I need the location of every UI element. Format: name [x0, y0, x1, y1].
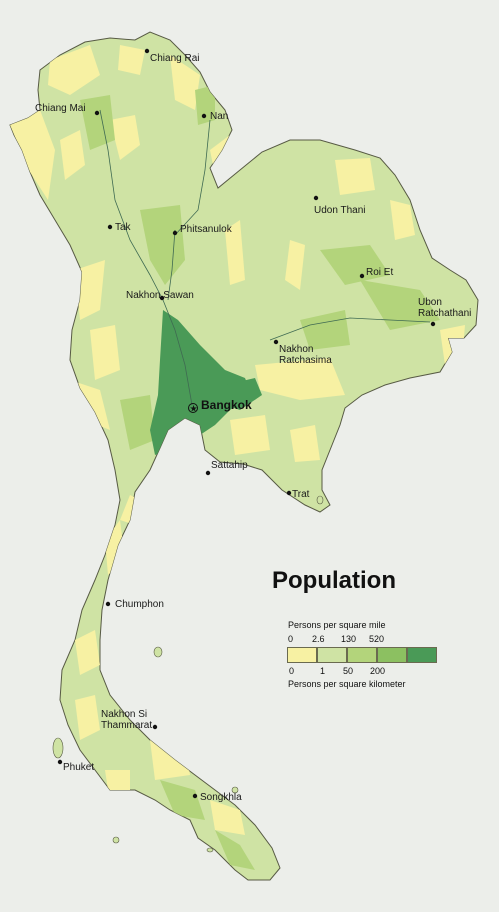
city-chiang-rai: Chiang Rai [144, 48, 199, 64]
city-label: Songkhla [200, 792, 242, 803]
legend-swatch [317, 647, 347, 663]
capital-star-icon: ★ [190, 405, 198, 415]
legend-scale [287, 647, 437, 663]
city-label: Tak [115, 222, 132, 233]
rivers [99, 109, 431, 406]
high-density-zone [150, 310, 252, 455]
capital-label: Bangkok [201, 398, 252, 412]
legend-swatch [407, 647, 437, 663]
city-udon-thani: Udon Thani [313, 195, 366, 216]
city-phitsanulok: Phitsanulok [172, 224, 233, 236]
city-nan: Nan [201, 111, 228, 122]
city-songkhla: Songkhla [192, 792, 242, 803]
mile-tick: 520 [369, 634, 385, 644]
city-nakhon-si-thammarat: Nakhon Si Thammarat [101, 709, 158, 731]
city-label: Chumphon [115, 599, 164, 610]
legend-swatch [287, 647, 317, 663]
city-label: Udon Thani [314, 205, 366, 216]
city-label: Chiang Mai [35, 103, 86, 114]
city-label: Phuket [63, 762, 94, 773]
city-nakhon-ratchasima: Nakhon Ratchasima [273, 339, 332, 366]
km-tick: 1 [320, 666, 326, 676]
city-label: Nakhon Si Thammarat [101, 709, 152, 731]
legend-title: Population [272, 567, 396, 594]
city-nakhon-sawan: Nakhon Sawan [126, 290, 194, 301]
city-label: Nakhon Ratchasima [279, 344, 332, 366]
legend-top-caption: Persons per square mile [288, 620, 386, 630]
km-tick: 0 [289, 666, 295, 676]
city-sattahip: Sattahip [205, 460, 248, 476]
km-tick: 50 [343, 666, 354, 676]
legend-swatch [347, 647, 377, 663]
high-density-zone-east [225, 378, 262, 410]
legend-swatch [377, 647, 407, 663]
mile-tick: 130 [341, 634, 357, 644]
city-trat: Trat [286, 489, 310, 500]
moderate-density-zones [80, 85, 440, 870]
city-label: Roi Et [366, 267, 393, 278]
city-label: Trat [292, 489, 310, 500]
city-phuket: Phuket [57, 759, 94, 773]
city-chumphon: Chumphon [105, 599, 164, 610]
mile-tick: 2.6 [312, 634, 325, 644]
city-label: Ubon Ratchathani [418, 297, 471, 319]
city-label: Nakhon Sawan [126, 290, 194, 301]
city-label: Sattahip [211, 460, 248, 471]
legend-bottom-caption: Persons per square kilometer [288, 679, 406, 689]
city-roi-et: Roi Et [359, 267, 393, 279]
city-markers: Chiang Rai Chiang Mai Nan Udon Thani Tak… [35, 48, 471, 803]
city-tak: Tak [107, 222, 132, 233]
city-label: Chiang Rai [150, 53, 199, 64]
city-chiang-mai: Chiang Mai [35, 103, 100, 116]
city-ubon-ratchathani: Ubon Ratchathani [418, 297, 471, 327]
mile-tick: 0 [288, 634, 294, 644]
city-label: Nan [210, 111, 228, 122]
km-tick: 200 [370, 666, 386, 676]
islands [52, 495, 324, 853]
city-label: Phitsanulok [180, 224, 233, 235]
city-bangkok: ★ Bangkok [188, 398, 252, 415]
